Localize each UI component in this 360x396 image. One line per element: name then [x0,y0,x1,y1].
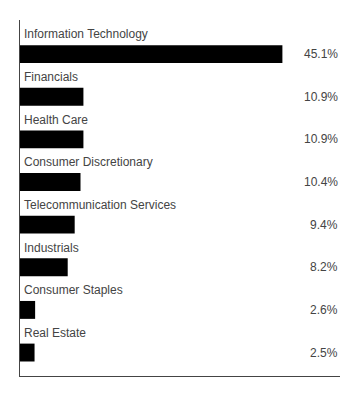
svg-text:Information Technology: Information Technology [24,27,148,41]
svg-text:Health Care: Health Care [24,113,88,127]
svg-text:Consumer Discretionary: Consumer Discretionary [24,155,153,169]
svg-text:45.1%: 45.1% [304,47,338,61]
svg-text:Telecommunication Services: Telecommunication Services [24,198,176,212]
svg-text:2.6%: 2.6% [310,303,338,317]
svg-text:Financials: Financials [24,70,78,84]
svg-text:10.9%: 10.9% [304,90,338,104]
svg-text:Consumer Staples: Consumer Staples [24,283,123,297]
svg-text:Industrials: Industrials [24,241,79,255]
svg-text:2.5%: 2.5% [310,346,338,360]
svg-text:10.9%: 10.9% [304,132,338,146]
svg-text:9.4%: 9.4% [310,218,338,232]
svg-text:8.2%: 8.2% [310,260,338,274]
svg-text:10.4%: 10.4% [304,175,338,189]
svg-text:Real Estate: Real Estate [24,326,86,340]
